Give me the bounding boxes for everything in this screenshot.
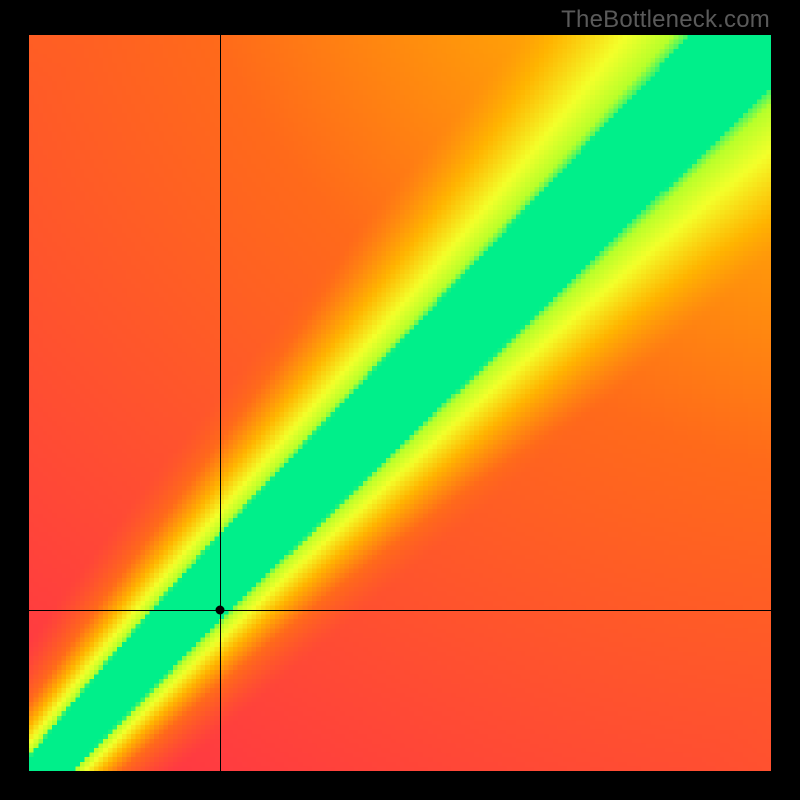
plot-area [29, 35, 771, 771]
chart-container: TheBottleneck.com [0, 0, 800, 800]
watermark-text: TheBottleneck.com [561, 6, 770, 34]
heatmap-canvas [29, 35, 771, 771]
marker-dot [215, 605, 224, 614]
crosshair-horizontal [29, 610, 771, 611]
crosshair-vertical [220, 35, 221, 771]
